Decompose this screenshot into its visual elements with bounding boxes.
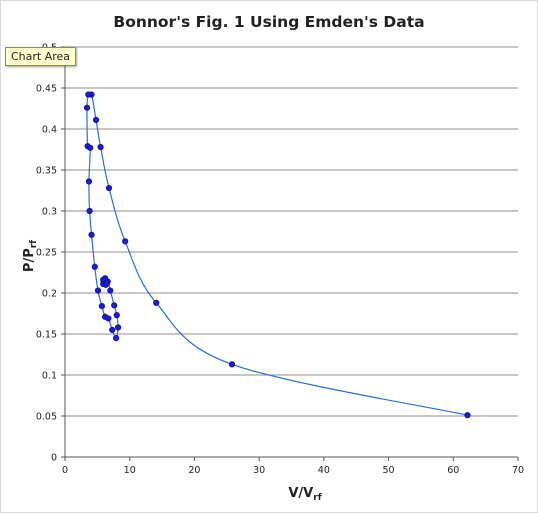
- data-point: [91, 263, 98, 270]
- data-point: [109, 326, 116, 334]
- data-point: [92, 116, 100, 124]
- y-tick-label: 0: [51, 453, 57, 464]
- x-axis-label-subscript: rf: [313, 493, 321, 503]
- data-point: [98, 303, 105, 310]
- data-point: [113, 312, 120, 319]
- y-tick-label: 0.15: [36, 330, 57, 341]
- data-points: [83, 91, 471, 419]
- data-point: [114, 324, 122, 331]
- data-point: [85, 91, 92, 98]
- x-tick-label: 0: [62, 465, 68, 476]
- y-tick-label: 0.25: [36, 248, 57, 259]
- data-point: [83, 104, 91, 111]
- y-tick-label: 0.2: [42, 289, 57, 300]
- tick-labels: 00.050.10.150.20.250.30.350.40.450.50102…: [36, 43, 524, 477]
- y-axis-label-main: P/P: [22, 248, 37, 272]
- x-tick-label: 60: [447, 465, 459, 476]
- y-tick-label: 0.05: [36, 412, 57, 423]
- chart-area-tooltip: Chart Area: [5, 47, 77, 66]
- y-tick-label: 0.4: [42, 125, 57, 136]
- y-axis-label: P/Prf: [22, 240, 39, 272]
- data-point: [87, 144, 94, 151]
- y-axis-label-subscript: rf: [29, 240, 39, 248]
- data-point: [86, 207, 93, 215]
- grid-lines: [65, 46, 518, 417]
- data-point: [94, 287, 102, 294]
- data-point: [105, 184, 113, 192]
- data-point: [113, 335, 120, 342]
- x-tick-label: 10: [124, 465, 136, 476]
- y-tick-label: 0.1: [42, 371, 57, 382]
- data-point: [228, 361, 236, 368]
- x-axis-label: V/Vrf: [288, 486, 321, 503]
- data-point: [97, 143, 104, 151]
- data-point: [122, 238, 129, 245]
- y-tick-label: 0.35: [36, 166, 57, 177]
- data-point: [85, 178, 93, 185]
- data-point: [105, 315, 112, 322]
- data-point: [103, 280, 111, 287]
- data-point: [107, 287, 114, 294]
- y-tick-label: 0.45: [36, 84, 57, 95]
- x-tick-label: 20: [188, 465, 200, 476]
- data-point: [111, 302, 118, 309]
- x-tick-label: 30: [253, 465, 265, 476]
- x-axis-label-main: V/V: [288, 486, 313, 501]
- chart-title: Bonnor's Fig. 1 Using Emden's Data: [113, 13, 424, 31]
- x-tick-label: 70: [512, 465, 524, 476]
- data-point: [464, 412, 471, 419]
- data-point: [88, 231, 95, 238]
- x-tick-label: 40: [318, 465, 330, 476]
- y-tick-label: 0.3: [42, 207, 57, 218]
- data-point: [153, 299, 160, 306]
- x-tick-label: 50: [383, 465, 395, 476]
- axes: [61, 46, 519, 461]
